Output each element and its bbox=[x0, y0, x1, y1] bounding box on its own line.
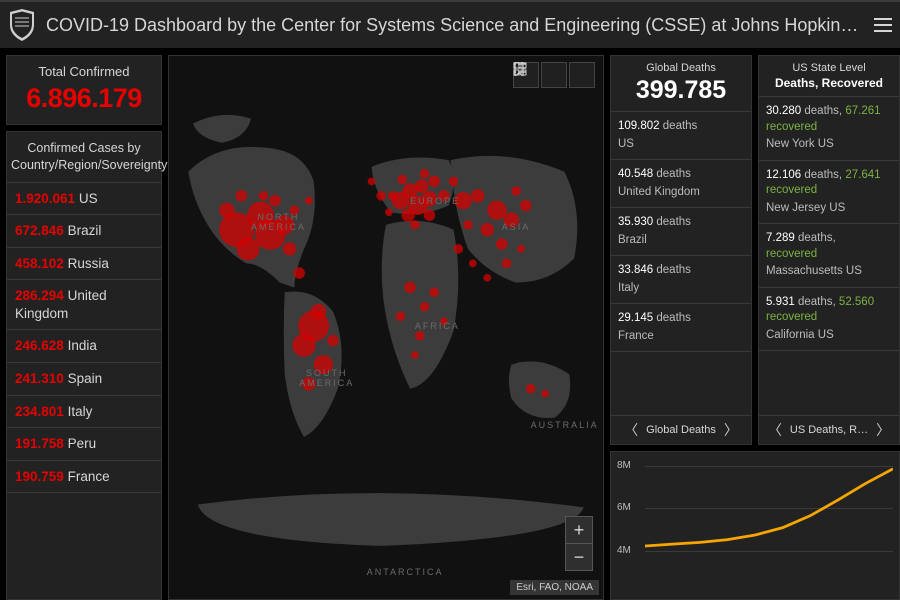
dashboard-body: Total Confirmed 6.896.179 Confirmed Case… bbox=[0, 49, 900, 600]
deaths-row[interactable]: 29.145 deathsFrance bbox=[611, 304, 751, 352]
cases-row[interactable]: 191.758 Peru bbox=[7, 428, 161, 461]
us-row[interactable]: 7.289 deaths,recoveredMassachusetts US bbox=[759, 224, 899, 288]
chart-ylabel: 6M bbox=[617, 502, 631, 513]
cases-row[interactable]: 234.801 Italy bbox=[7, 396, 161, 429]
continent-label: AFRICA bbox=[415, 322, 460, 332]
deaths-row[interactable]: 35.930 deathsBrazil bbox=[611, 208, 751, 256]
cases-row[interactable]: 672.846 Brazil bbox=[7, 215, 161, 248]
hamburger-icon[interactable] bbox=[874, 18, 892, 32]
top-bar: COVID-19 Dashboard by the Center for Sys… bbox=[0, 0, 900, 49]
cases-panel: Confirmed Cases by Country/Region/Sovere… bbox=[6, 131, 162, 600]
total-confirmed-value: 6.896.179 bbox=[9, 83, 159, 114]
right-column: Global Deaths 399.785 109.802 deathsUS40… bbox=[610, 55, 900, 600]
continent-label: SOUTHAMERICA bbox=[299, 369, 354, 389]
cases-heading: Confirmed Cases by Country/Region/Sovere… bbox=[7, 132, 161, 183]
right-top-row: Global Deaths 399.785 109.802 deathsUS40… bbox=[610, 55, 900, 445]
legend-icon[interactable] bbox=[541, 62, 567, 88]
map-tools bbox=[513, 62, 595, 88]
left-column: Total Confirmed 6.896.179 Confirmed Case… bbox=[6, 55, 162, 600]
cases-list[interactable]: 1.920.061 US672.846 Brazil458.102 Russia… bbox=[7, 183, 161, 493]
us-state-list[interactable]: 30.280 deaths, 67.261recoveredNew York U… bbox=[759, 97, 899, 415]
us-row[interactable]: 12.106 deaths, 27.641recoveredNew Jersey… bbox=[759, 161, 899, 225]
total-confirmed-panel: Total Confirmed 6.896.179 bbox=[6, 55, 162, 125]
trend-chart: 8M 6M 4M bbox=[610, 451, 900, 600]
jhu-shield-icon bbox=[8, 9, 36, 41]
dashboard-root: COVID-19 Dashboard by the Center for Sys… bbox=[0, 0, 900, 600]
continent-label: NORTHAMERICA bbox=[251, 213, 306, 233]
deaths-row[interactable]: 33.846 deathsItaly bbox=[611, 256, 751, 304]
us-row[interactable]: 30.280 deaths, 67.261recoveredNew York U… bbox=[759, 97, 899, 161]
pager-prev-icon[interactable]: 〈 bbox=[766, 420, 784, 440]
global-deaths-header: Global Deaths 399.785 bbox=[611, 56, 751, 112]
us-row[interactable]: 5.931 deaths, 52.560recoveredCalifornia … bbox=[759, 288, 899, 352]
continent-label: ASIA bbox=[502, 223, 531, 233]
deaths-pager-label: Global Deaths bbox=[646, 424, 716, 436]
zoom-controls: + − bbox=[565, 516, 593, 571]
zoom-in-button[interactable]: + bbox=[565, 516, 593, 544]
cases-row[interactable]: 190.759 France bbox=[7, 461, 161, 494]
continent-label: AUSTRALIA bbox=[531, 421, 599, 431]
us-state-label: US State Level bbox=[761, 62, 897, 74]
map-panel: NORTHAMERICA SOUTHAMERICA EUROPE AFRICA ASIA… bbox=[168, 55, 604, 600]
pager-next-icon[interactable]: 〉 bbox=[722, 420, 740, 440]
pager-next-icon[interactable]: 〉 bbox=[874, 420, 892, 440]
us-state-sub: Deaths, Recovered bbox=[761, 76, 897, 90]
us-state-header: US State Level Deaths, Recovered bbox=[759, 56, 899, 97]
us-pager: 〈 US Deaths, R… 〉 bbox=[759, 415, 899, 444]
total-confirmed-label: Total Confirmed bbox=[9, 64, 159, 79]
us-pager-label: US Deaths, R… bbox=[790, 424, 868, 436]
basemap-icon[interactable] bbox=[569, 62, 595, 88]
chart-ylabel: 8M bbox=[617, 460, 631, 471]
world-map[interactable]: NORTHAMERICA SOUTHAMERICA EUROPE AFRICA ASIA… bbox=[169, 56, 603, 599]
deaths-row[interactable]: 109.802 deathsUS bbox=[611, 112, 751, 160]
deaths-pager: 〈 Global Deaths 〉 bbox=[611, 415, 751, 444]
cases-row[interactable]: 458.102 Russia bbox=[7, 248, 161, 281]
continent-label: EUROPE bbox=[410, 197, 460, 207]
chart-ylabel: 4M bbox=[617, 545, 631, 556]
cases-row[interactable]: 1.920.061 US bbox=[7, 183, 161, 216]
global-deaths-list[interactable]: 109.802 deathsUS40.548 deathsUnited King… bbox=[611, 112, 751, 415]
pager-prev-icon[interactable]: 〈 bbox=[622, 420, 640, 440]
cases-row[interactable]: 286.294 United Kingdom bbox=[7, 280, 161, 330]
continent-label: ANTARCTICA bbox=[367, 568, 444, 578]
zoom-out-button[interactable]: − bbox=[565, 544, 593, 571]
global-deaths-panel: Global Deaths 399.785 109.802 deathsUS40… bbox=[610, 55, 752, 445]
global-deaths-value: 399.785 bbox=[613, 76, 749, 105]
deaths-row[interactable]: 40.548 deathsUnited Kingdom bbox=[611, 160, 751, 208]
cases-row[interactable]: 241.310 Spain bbox=[7, 363, 161, 396]
dashboard-title: COVID-19 Dashboard by the Center for Sys… bbox=[46, 15, 864, 36]
us-state-panel: US State Level Deaths, Recovered 30.280 … bbox=[758, 55, 900, 445]
map-attribution: Esri, FAO, NOAA bbox=[510, 580, 599, 595]
global-deaths-label: Global Deaths bbox=[613, 62, 749, 74]
cases-row[interactable]: 246.628 India bbox=[7, 330, 161, 363]
